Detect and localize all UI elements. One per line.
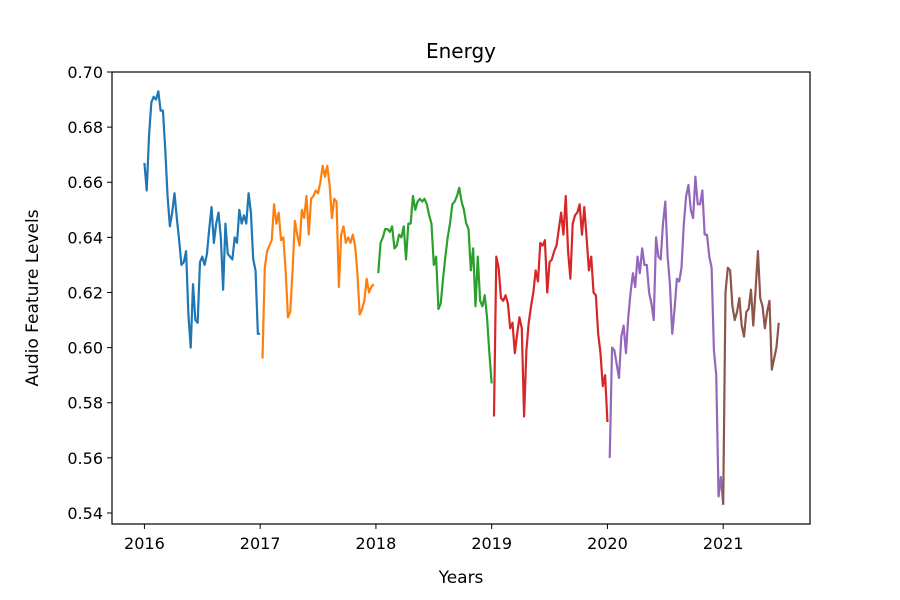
y-axis: 0.54 0.56 0.58 0.60 0.62 0.64 0.66 0.68 0.70 <box>67 63 112 523</box>
x-tick-label: 2019 <box>471 534 512 553</box>
y-tick-label: 0.68 <box>67 118 103 137</box>
series-line-3 <box>377 186 493 384</box>
y-axis-label: Audio Feature Levels <box>23 209 43 386</box>
y-tick-label: 0.64 <box>67 228 103 247</box>
y-tick-label: 0.56 <box>67 449 103 468</box>
series-line-1 <box>143 90 261 349</box>
x-tick-label: 2018 <box>356 534 397 553</box>
x-tick-label: 2020 <box>587 534 628 553</box>
series-line-2 <box>261 164 375 359</box>
series-layer <box>143 90 780 505</box>
chart-title: Energy <box>426 39 496 63</box>
x-tick-label: 2021 <box>703 534 744 553</box>
plot-frame <box>111 71 811 525</box>
y-tick-label: 0.54 <box>67 504 103 523</box>
x-axis: 2016 2017 2018 2019 2020 2021 <box>124 524 744 553</box>
y-tick-label: 0.58 <box>67 394 103 413</box>
y-tick-label: 0.70 <box>67 63 103 82</box>
x-tick-label: 2017 <box>240 534 281 553</box>
series-line-5 <box>608 175 725 505</box>
x-tick-label: 2016 <box>124 534 165 553</box>
y-tick-label: 0.60 <box>67 339 103 358</box>
series-line-6 <box>722 250 780 505</box>
series-line-4 <box>492 194 609 423</box>
x-axis-label: Years <box>438 568 484 588</box>
y-tick-label: 0.62 <box>67 283 103 302</box>
y-tick-label: 0.66 <box>67 173 103 192</box>
